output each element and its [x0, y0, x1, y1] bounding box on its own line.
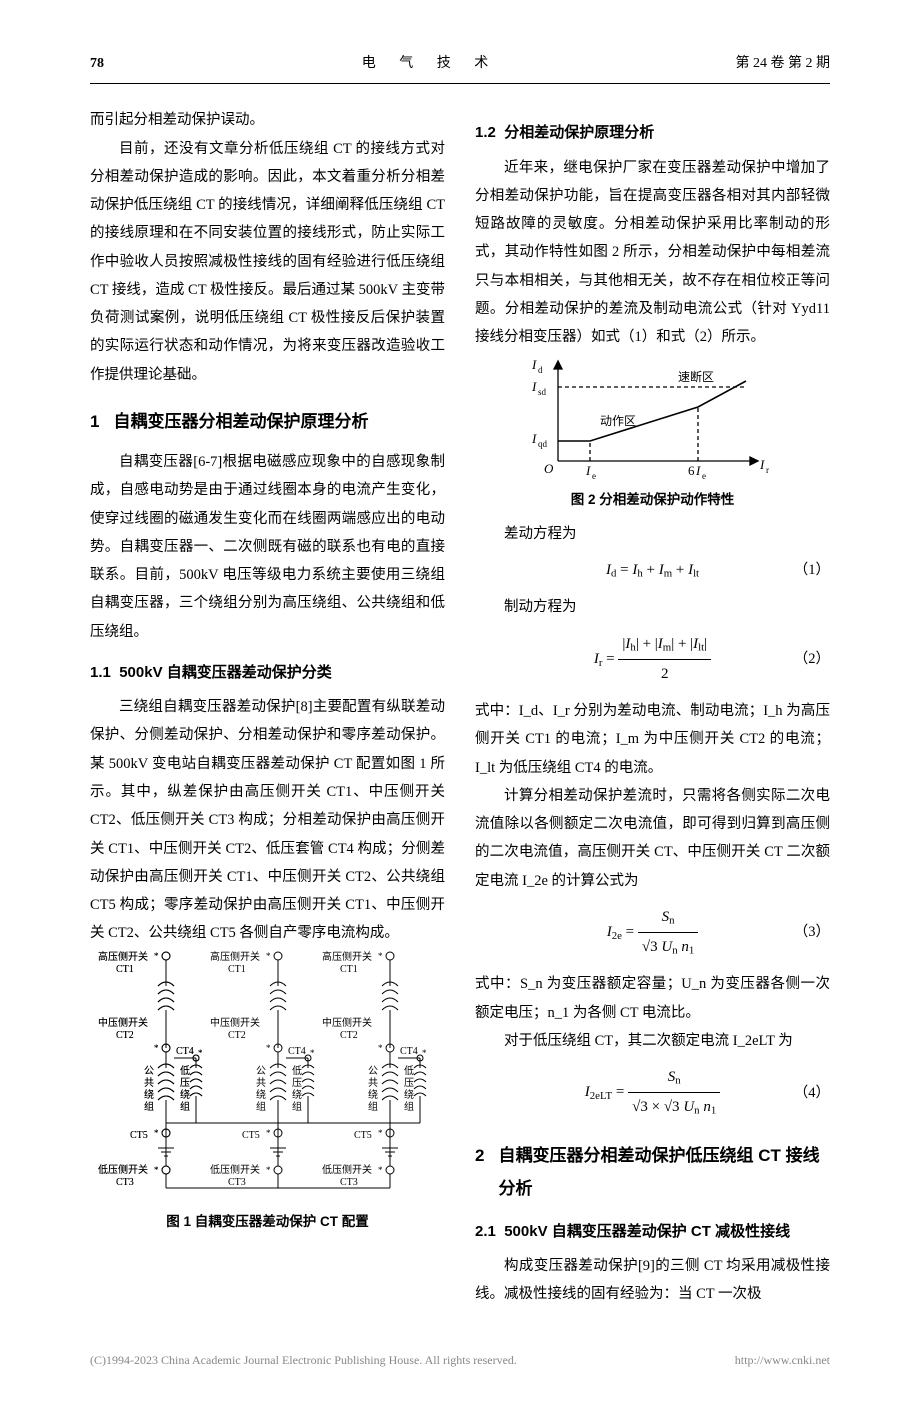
heading-2-1: 2.1 500kV 自耦变压器差动保护 CT 减极性接线: [475, 1217, 830, 1246]
svg-text:e: e: [702, 471, 706, 481]
figure-1-svg: 高压侧开关 CT1 * 中压侧开关 CT2 *: [98, 948, 438, 1203]
heading-2: 2 自耦变压器分相差动保护低压绕组 CT 接线分析: [475, 1139, 830, 1205]
heading-2-1-num: 2.1: [475, 1223, 496, 1240]
svg-text:I: I: [695, 463, 701, 478]
svg-text:速断区: 速断区: [678, 369, 714, 384]
equation-2-num: （2）: [794, 645, 830, 673]
svg-text:I: I: [531, 379, 537, 394]
equation-3-num: （3）: [794, 918, 830, 946]
footer-url: http://www.cnki.net: [735, 1349, 830, 1372]
para-diff-eq-intro: 差动方程为: [475, 520, 830, 548]
figure-2-svg: Id Isd Iqd O Ie 6Ie Ir 速断区: [528, 351, 778, 481]
svg-text:6: 6: [688, 463, 695, 478]
two-column-layout: 而引起分相差动保护误动。 目前，还没有文章分析低压绕组 CT 的接线方式对分相差…: [90, 106, 830, 1308]
para-brake-eq-intro: 制动方程为: [475, 593, 830, 621]
heading-1-1-num: 1.1: [90, 664, 111, 681]
heading-1-title: 自耦变压器分相差动保护原理分析: [113, 405, 368, 438]
page-header: 78 电 气 技 术 第 24 卷 第 2 期: [90, 50, 830, 84]
heading-1-1-title: 500kV 自耦变压器差动保护分类: [119, 664, 332, 681]
para-2-1: 构成变压器差动保护[9]的三侧 CT 均采用减极性接线。减极性接线的固有经验为：…: [475, 1252, 830, 1309]
para-eq3-vars: 式中：S_n 为变压器额定容量；U_n 为变压器各侧一次额定电压；n_1 为各侧…: [475, 970, 830, 1027]
svg-text:I: I: [759, 457, 765, 472]
figure-2: Id Isd Iqd O Ie 6Ie Ir 速断区: [475, 351, 830, 513]
para-intro: 目前，还没有文章分析低压绕组 CT 的接线方式对分相差动保护造成的影响。因此，本…: [90, 135, 445, 389]
svg-text:I: I: [531, 357, 537, 372]
journal-title: 电 气 技 术: [150, 50, 710, 77]
para-classification: 三绕组自耦变压器差动保护[8]主要配置有纵联差动保护、分侧差动保护、分相差动保护…: [90, 693, 445, 947]
page-footer: (C)1994-2023 China Academic Journal Elec…: [90, 1349, 830, 1372]
svg-text:I: I: [585, 463, 591, 478]
equation-4-body: I2eLT = Sn √3 × √3 Un n1: [585, 1063, 720, 1123]
svg-text:e: e: [592, 471, 596, 481]
svg-text:O: O: [544, 461, 554, 476]
heading-2-num: 2: [475, 1139, 484, 1205]
equation-3: I2e = Sn √3 Un n1 （3）: [475, 903, 830, 963]
right-column: 1.2 分相差动保护原理分析 近年来，继电保护厂家在变压器差动保护中增加了分相差…: [475, 106, 830, 1308]
equation-3-body: I2e = Sn √3 Un n1: [607, 903, 699, 963]
svg-text:r: r: [766, 465, 769, 475]
para-calc: 计算分相差动保护差流时，只需将各侧实际二次电流值除以各侧额定二次电流值，即可得到…: [475, 782, 830, 895]
svg-text:I: I: [531, 431, 537, 446]
heading-1-2-title: 分相差动保护原理分析: [504, 124, 654, 141]
equation-4-num: （4）: [794, 1079, 830, 1107]
svg-text:sd: sd: [538, 387, 547, 397]
heading-1-1: 1.1 500kV 自耦变压器差动保护分类: [90, 658, 445, 687]
equation-1-num: （1）: [794, 556, 830, 584]
equation-2-body: Ir = |Ih| + |Im| + |Ilt| 2: [594, 630, 711, 690]
left-column: 而引起分相差动保护误动。 目前，还没有文章分析低压绕组 CT 的接线方式对分相差…: [90, 106, 445, 1308]
para-principle: 自耦变压器[6-7]根据电磁感应现象中的自感现象制成，自感电动势是由于通过线圈本…: [90, 448, 445, 646]
figure-2-caption: 图 2 分相差动保护动作特性: [475, 487, 830, 513]
equation-1: Id = Ih + Im + Ilt （1）: [475, 556, 830, 585]
issue-info: 第 24 卷 第 2 期: [710, 50, 830, 77]
para-lv-ct: 对于低压绕组 CT，其二次额定电流 I_2eLT 为: [475, 1027, 830, 1055]
para-analysis: 近年来，继电保护厂家在变压器差动保护中增加了分相差动保护功能，旨在提高变压器各相…: [475, 154, 830, 352]
equation-1-body: Id = Ih + Im + Ilt: [606, 556, 699, 585]
heading-1-2: 1.2 分相差动保护原理分析: [475, 118, 830, 147]
heading-1-num: 1: [90, 405, 99, 438]
figure-1: 高压侧开关 CT1 * 中压侧开关 CT2 *: [90, 948, 445, 1235]
heading-2-1-title: 500kV 自耦变压器差动保护 CT 减极性接线: [504, 1223, 790, 1240]
svg-text:qd: qd: [538, 439, 548, 449]
heading-1-2-num: 1.2: [475, 124, 496, 141]
equation-4: I2eLT = Sn √3 × √3 Un n1 （4）: [475, 1063, 830, 1123]
heading-1: 1 自耦变压器分相差动保护原理分析: [90, 405, 445, 438]
svg-text:动作区: 动作区: [600, 414, 636, 428]
page-number: 78: [90, 50, 150, 77]
figure-1-caption: 图 1 自耦变压器差动保护 CT 配置: [90, 1209, 445, 1235]
svg-text:d: d: [538, 365, 543, 375]
para-continuation: 而引起分相差动保护误动。: [90, 106, 445, 134]
equation-2: Ir = |Ih| + |Im| + |Ilt| 2 （2）: [475, 630, 830, 690]
copyright-text: (C)1994-2023 China Academic Journal Elec…: [90, 1349, 517, 1372]
para-eq-vars: 式中：I_d、I_r 分别为差动电流、制动电流；I_h 为高压侧开关 CT1 的…: [475, 697, 830, 782]
heading-2-title: 自耦变压器分相差动保护低压绕组 CT 接线分析: [498, 1139, 830, 1205]
